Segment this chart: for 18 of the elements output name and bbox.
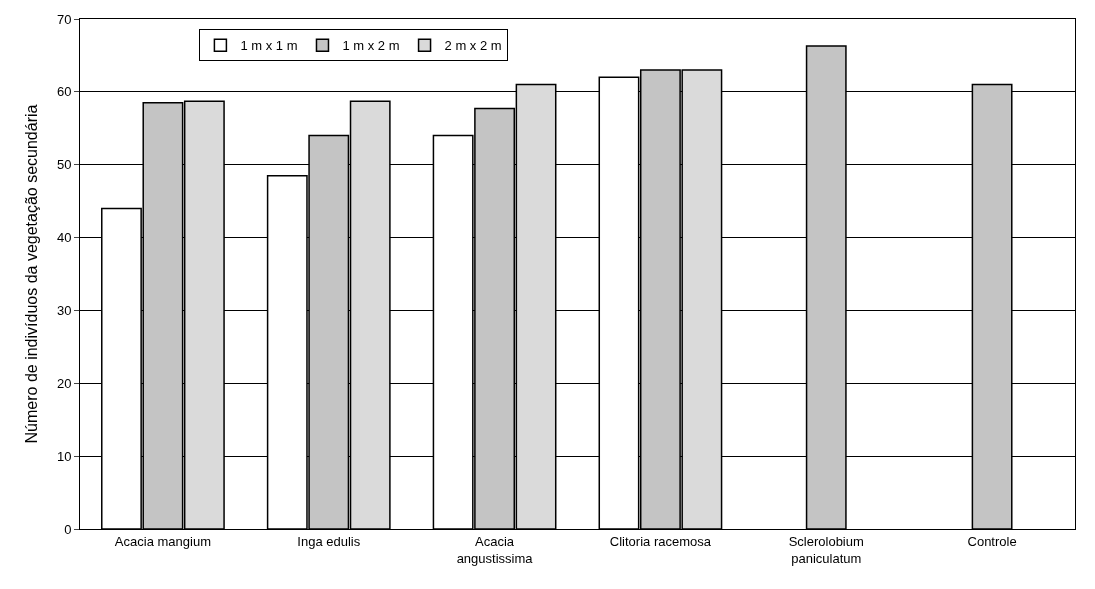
y-tick-label: 30 [56, 302, 72, 318]
x-tick-label: Clitoria racemosa [609, 533, 712, 549]
legend-label: 1 m x 2 m [342, 38, 400, 54]
y-tick-label: 50 [56, 157, 72, 173]
x-tick-label: Acacia mangium [114, 533, 211, 549]
legend-label: 1 m x 1 m [240, 38, 298, 54]
y-tick-label: 10 [56, 448, 72, 464]
x-tick-label: Controle [967, 533, 1017, 549]
y-axis-title: Número de indivíduos da vegetação secundária [22, 104, 40, 444]
x-tick-label: Sclerolobium paniculatum [788, 533, 864, 566]
y-tick-label: 60 [56, 84, 72, 100]
y-tick-label: 20 [56, 375, 72, 391]
y-tick-label: 70 [56, 11, 72, 27]
x-tick-label: Acacia angustissima [456, 533, 534, 566]
y-tick-label: 0 [64, 521, 72, 537]
x-tick-label: Inga edulis [297, 533, 361, 549]
y-tick-label: 40 [56, 230, 72, 246]
legend-label: 2 m x 2 m [444, 38, 502, 54]
